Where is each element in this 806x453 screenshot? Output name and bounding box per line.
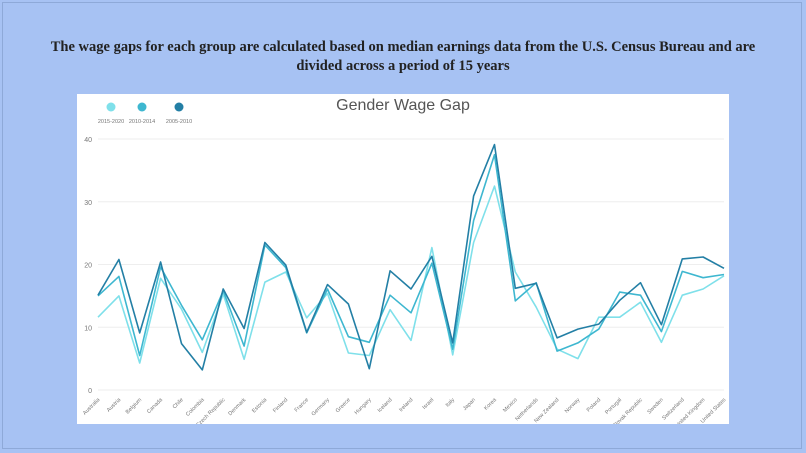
x-tick-label: Ireland bbox=[398, 397, 414, 413]
x-tick-label: Korea bbox=[483, 397, 498, 412]
chart-panel: 2015-2020 2010-2014 2005-2010 Gender Wage … bbox=[77, 94, 729, 424]
x-tick-label: France bbox=[294, 397, 310, 413]
x-tick-label: Portugal bbox=[604, 397, 623, 416]
series-lines bbox=[97, 143, 725, 371]
line-chart: 2015-2020 2010-2014 2005-2010 Gender Wage … bbox=[82, 97, 728, 424]
x-tick-label: Canada bbox=[146, 397, 165, 416]
x-tick-label: Colombia bbox=[185, 397, 206, 418]
y-tick-label: 0 bbox=[88, 388, 92, 395]
x-tick-label: Germany bbox=[311, 397, 331, 417]
x-tick-label: Israel bbox=[422, 397, 436, 411]
y-tick-label: 10 bbox=[84, 325, 92, 332]
x-tick-label: Hungary bbox=[354, 397, 373, 416]
x-tick-label: Poland bbox=[586, 397, 602, 413]
x-tick-label: Denmark bbox=[227, 397, 247, 417]
y-tick-label: 30 bbox=[84, 200, 92, 207]
x-tick-label: Iceland bbox=[377, 397, 394, 414]
y-tick-label: 20 bbox=[84, 263, 92, 270]
x-axis: Australia Austria Belgium Canada Chile Colomb… bbox=[82, 397, 728, 424]
y-gridlines bbox=[98, 138, 724, 391]
legend-marker bbox=[137, 102, 147, 112]
series-line-0 bbox=[97, 185, 725, 364]
x-tick-label: Sweden bbox=[647, 397, 665, 415]
x-tick-label: Italy bbox=[445, 397, 457, 409]
x-tick-label: Australia bbox=[82, 397, 102, 417]
legend-label: 2015-2020 bbox=[98, 119, 124, 125]
slide-caption: The wage gaps for each group are calcula… bbox=[50, 39, 756, 74]
chart-title: Gender Wage Gap bbox=[336, 97, 470, 114]
x-tick-label: Belgium bbox=[125, 397, 144, 416]
series-line-2 bbox=[97, 143, 725, 371]
legend-label: 2005-2010 bbox=[166, 119, 192, 125]
x-tick-label: Estonia bbox=[251, 397, 269, 415]
x-tick-label: Norway bbox=[564, 397, 582, 415]
legend-marker bbox=[106, 102, 116, 112]
y-tick-label: 40 bbox=[84, 137, 92, 144]
legend-label: 2010-2014 bbox=[129, 119, 155, 125]
x-tick-label: Chile bbox=[172, 397, 185, 410]
slide-frame bbox=[2, 2, 802, 449]
legend-marker bbox=[174, 102, 184, 112]
x-tick-label: Japan bbox=[462, 397, 477, 412]
x-tick-label: Mexico bbox=[502, 397, 519, 414]
y-axis: 0 10 20 30 40 bbox=[84, 137, 92, 395]
x-tick-label: Austria bbox=[106, 397, 123, 414]
chart-legend: 2015-2020 2010-2014 2005-2010 bbox=[98, 102, 192, 125]
x-tick-label: Finland bbox=[272, 397, 289, 414]
x-tick-label: Greece bbox=[335, 397, 352, 414]
series-line-1 bbox=[97, 153, 725, 357]
